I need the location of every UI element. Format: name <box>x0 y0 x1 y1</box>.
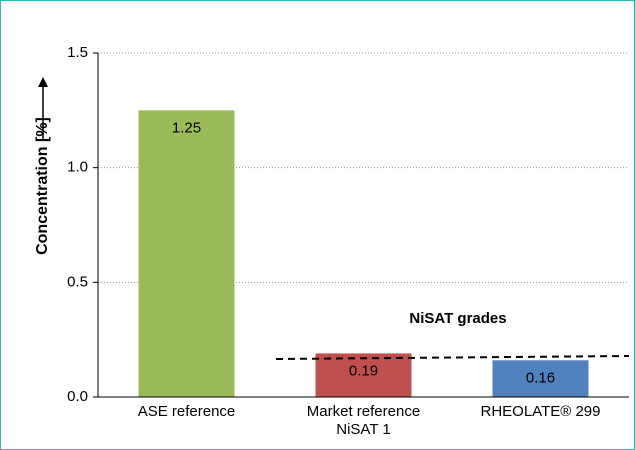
trend-line <box>275 355 630 360</box>
y-tick-label: 0.0 <box>67 388 88 405</box>
value-label: 0.19 <box>349 362 378 379</box>
value-label: 0.16 <box>526 369 555 386</box>
x-tick-label: ASE reference <box>137 403 236 420</box>
y-axis-label: Concentration [%] <box>34 117 51 255</box>
bar <box>315 353 412 397</box>
y-arrowhead <box>38 77 48 87</box>
x-tick-label: Market reference NiSAT 1 <box>306 403 421 438</box>
annotation: NiSAT grades <box>409 310 506 327</box>
y-tick-label: 1.0 <box>67 159 88 176</box>
bar <box>492 360 589 397</box>
value-label: 1.25 <box>172 119 201 136</box>
bar <box>138 110 235 397</box>
x-tick-label: RHEOLATE® 299 <box>480 403 601 420</box>
y-tick-label: 1.5 <box>67 44 88 61</box>
y-tick-label: 0.5 <box>67 273 88 290</box>
